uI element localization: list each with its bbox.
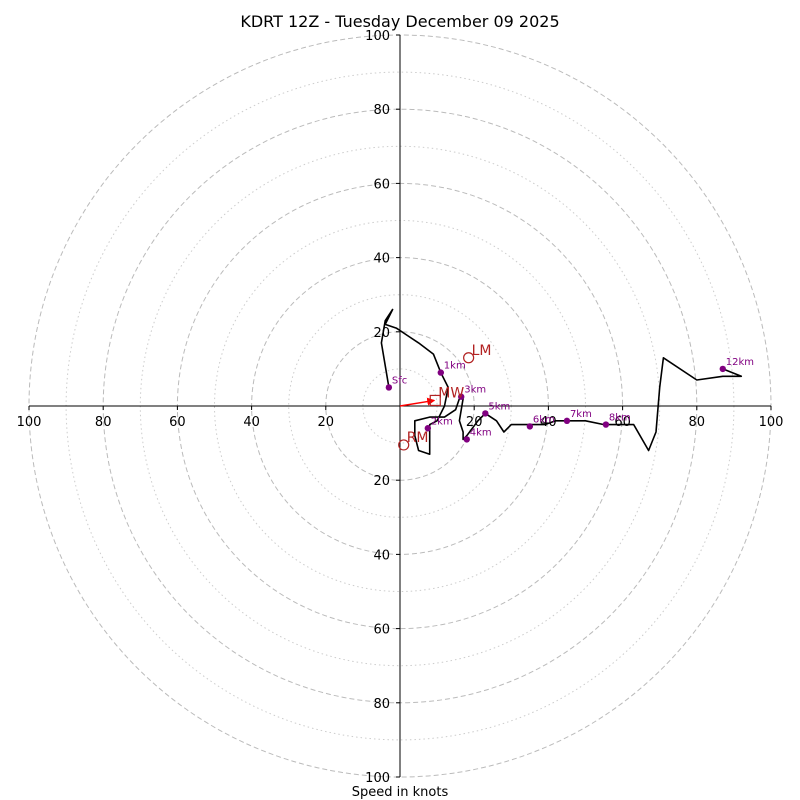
height-marker-label: 4km xyxy=(470,427,492,438)
x-tick-label: 20 xyxy=(466,415,483,430)
height-marker-dot xyxy=(719,365,726,373)
height-marker-dot xyxy=(424,425,432,432)
x-tick-label: 100 xyxy=(759,415,784,430)
x-tick-label: 80 xyxy=(95,415,112,430)
y-tick-label: 40 xyxy=(373,252,390,267)
x-tick-label: 40 xyxy=(243,415,260,430)
y-tick-label: 80 xyxy=(373,103,390,118)
y-tick-label: 100 xyxy=(365,29,390,44)
y-tick-label: 40 xyxy=(373,548,390,563)
height-marker-label: 12km xyxy=(726,357,754,368)
x-tick-label: 60 xyxy=(614,415,631,430)
height-marker-dot xyxy=(526,423,534,430)
height-marker-dot xyxy=(482,410,489,417)
storm-motion-label: LM xyxy=(472,343,492,359)
storm-motion-label: MW xyxy=(438,385,464,401)
height-marker-dot xyxy=(563,417,571,425)
mean-wind-arrow xyxy=(399,397,436,407)
mean-wind-marker xyxy=(429,394,441,407)
height-marker-label: 2km xyxy=(431,416,453,427)
height-marker-dot xyxy=(437,369,445,376)
storm-motion-markers: LM RM MW xyxy=(398,343,492,451)
height-marker-label: 7km xyxy=(570,409,592,420)
height-marker-dot xyxy=(458,393,465,400)
height-marker-label: 1km xyxy=(444,361,466,372)
y-tick-label: 60 xyxy=(373,177,390,192)
height-markers: Sfc 1km 2km 3km 4km 5km 6km 7km 8km 12km xyxy=(385,357,754,443)
y-tick-label: 60 xyxy=(373,623,390,638)
height-marker-dot xyxy=(385,384,393,391)
height-marker-dot xyxy=(602,421,610,428)
chart-title: KDRT 12Z - Tuesday December 09 2025 xyxy=(240,12,559,31)
x-tick-label: 20 xyxy=(318,415,335,430)
height-marker-dot xyxy=(463,436,470,443)
y-tick-label: 20 xyxy=(373,474,390,489)
height-marker-label: Sfc xyxy=(392,375,407,386)
storm-motion-marker xyxy=(463,352,475,364)
height-marker-label: 8km xyxy=(609,413,631,424)
storm-motion-marker xyxy=(398,439,410,451)
height-marker-label: 6km xyxy=(533,414,555,425)
height-marker-label: 5km xyxy=(488,401,510,412)
storm-motion-label: RM xyxy=(407,430,429,446)
x-tick-label: 60 xyxy=(169,415,186,430)
hodograph-line xyxy=(380,308,743,456)
x-tick-label: 100 xyxy=(17,415,42,430)
height-marker-label: 3km xyxy=(464,385,486,396)
x-axis-label: Speed in knots xyxy=(352,785,449,800)
hodograph-trace xyxy=(380,308,743,456)
y-tick-label: 20 xyxy=(373,326,390,341)
tick-labels: 100 80 60 40 20 20 40 60 80 100100806040202040608… xyxy=(17,29,784,786)
x-tick-label: 80 xyxy=(689,415,706,430)
y-tick-label: 80 xyxy=(373,697,390,712)
y-tick-label: 100 xyxy=(365,771,390,786)
